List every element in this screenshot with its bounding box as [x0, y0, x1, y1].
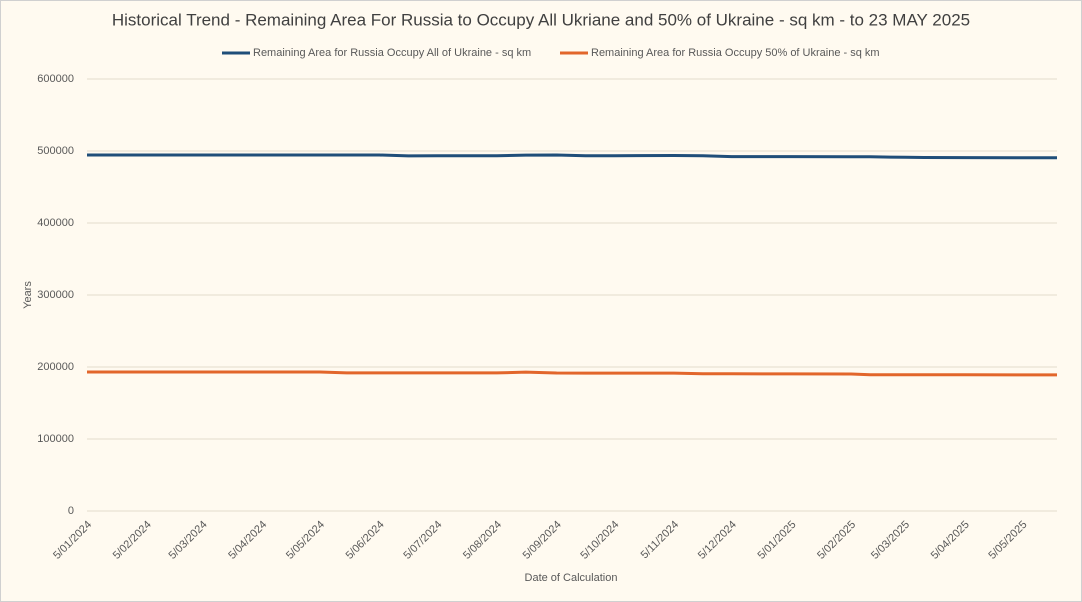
y-tick-label: 600000	[37, 73, 74, 85]
legend-label: Remaining Area for Russia Occupy 50% of …	[591, 47, 880, 59]
data-line	[87, 153, 1058, 160]
y-tick-label: 400000	[37, 217, 74, 229]
x-axis-label: Date of Calculation	[525, 572, 618, 584]
chart-title: Historical Trend - Remaining Area For Ru…	[112, 10, 970, 29]
y-tick-label: 200000	[37, 361, 74, 373]
y-tick-label: 100000	[37, 433, 74, 445]
y-tick-label: 500000	[37, 145, 74, 157]
legend-label: Remaining Area for Russia Occupy All of …	[253, 47, 531, 59]
y-tick-label: 0	[68, 505, 74, 517]
data-line	[87, 370, 1057, 377]
y-tick-label: 300000	[37, 289, 74, 301]
y-axis-label: Years	[22, 281, 34, 309]
